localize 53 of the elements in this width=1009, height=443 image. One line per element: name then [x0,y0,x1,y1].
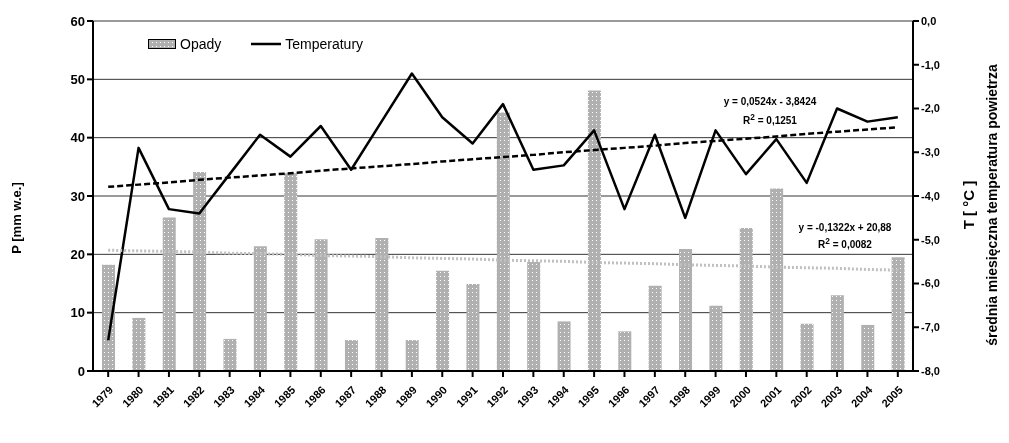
bar [739,228,753,371]
y-tick-label: 0 [77,363,85,379]
bar [284,173,298,371]
bar [162,217,176,371]
bar [193,172,207,371]
y-tick-label: 60 [70,13,85,29]
bar [466,284,480,371]
y2-tick-label: -6,0 [921,277,940,290]
y-tick-label: 50 [70,71,85,87]
y2-tick-label: -2,0 [921,102,940,115]
y-tick-label: 20 [70,246,85,262]
bar [557,321,571,371]
legend-label: Opady [180,36,222,52]
y2-tick-label: -1,0 [921,58,940,71]
bar [436,270,450,371]
bar [618,331,632,371]
bar [830,295,844,371]
line-series [106,248,900,272]
bar [770,188,784,371]
bar [527,261,541,371]
bar [648,285,662,371]
y-tick-label: 30 [70,188,85,204]
y-tick-label: 10 [70,305,85,321]
annotation: R$^{2}$ = 0,1251 [743,112,797,127]
bar [587,90,601,371]
y2-tick-label: -4,0 [921,189,940,202]
bar [709,305,723,371]
y2-tick-label: -7,0 [921,321,940,334]
y2-tick-label: -5,0 [921,233,940,246]
y-axis-title: P [mm w.e.] [8,182,24,254]
bar [861,324,875,371]
bar [375,238,389,371]
legend-label: Temperatury [285,36,364,52]
bar [405,340,419,371]
text: średnia miesięczna temperatura powietrza [984,64,1000,346]
bar [891,257,905,371]
y-tick-label: 40 [70,130,85,146]
bar [800,323,814,371]
annotation: R$^{2}$ = 0,0082 [818,236,872,251]
annotation: y = 0,0524x - 3,8424 [723,96,817,107]
annotation: y = -0,1322x + 20,88 [798,222,892,233]
y2-axis-title: T [ °C ] [959,180,977,230]
y2-tick-label: -8,0 [921,364,940,377]
bar [679,249,693,371]
bar [314,239,328,371]
bar [223,338,237,371]
y2-tick-label: 0,0 [921,14,937,27]
bar [132,317,146,371]
bar [102,264,115,371]
bar [496,112,510,371]
y2-tick-label: -3,0 [921,146,940,159]
bar [344,340,358,371]
bar [253,246,267,371]
